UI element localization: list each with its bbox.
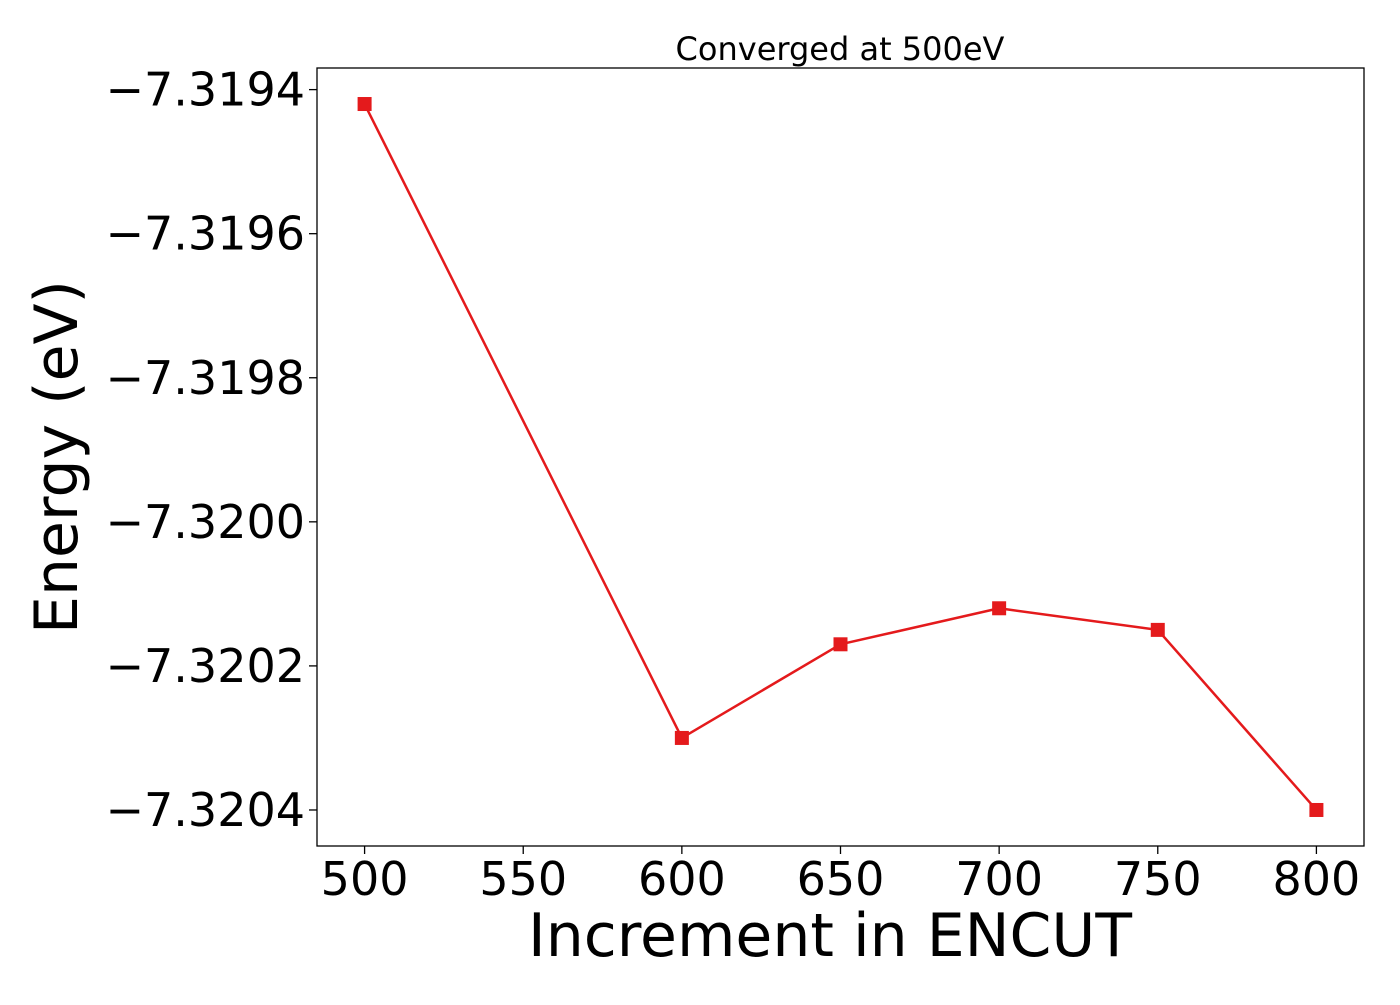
x-tick-label: 600 bbox=[638, 852, 726, 906]
y-tick-label: −7.3194 bbox=[106, 63, 306, 117]
series-layer bbox=[357, 97, 1324, 817]
x-tick-label: 550 bbox=[479, 852, 567, 906]
data-point-marker bbox=[833, 637, 848, 652]
data-point-marker bbox=[1309, 802, 1324, 817]
data-point-marker bbox=[357, 97, 372, 112]
y-tick-label: −7.3196 bbox=[106, 207, 306, 261]
plot-area-frame bbox=[316, 67, 1365, 847]
x-tick-label: 500 bbox=[321, 852, 409, 906]
y-tick-label: −7.3198 bbox=[106, 351, 306, 405]
data-point-marker bbox=[1150, 622, 1165, 637]
y-tick-label: −7.3200 bbox=[106, 495, 306, 549]
chart-title: Converged at 500eV bbox=[676, 30, 1005, 68]
y-axis-ticks: −7.3194 −7.3196 −7.3198 −7.3200 −7.3202 −7.32… bbox=[106, 63, 317, 837]
x-tick-label: 750 bbox=[1114, 852, 1202, 906]
x-axis-ticks: 500 550 600 650 700 750 800 bbox=[321, 846, 1361, 906]
x-axis-label: Increment in ENCUT bbox=[528, 901, 1132, 971]
x-tick-label: 650 bbox=[797, 852, 885, 906]
y-tick-label: −7.3204 bbox=[106, 783, 306, 837]
data-point-marker bbox=[674, 730, 689, 745]
x-tick-label: 800 bbox=[1273, 852, 1361, 906]
series-line bbox=[363, 103, 1318, 811]
data-point-marker bbox=[992, 601, 1007, 616]
x-tick-label: 700 bbox=[955, 852, 1043, 906]
y-tick-label: −7.3202 bbox=[106, 639, 306, 693]
y-axis-label: Energy (eV) bbox=[22, 280, 92, 634]
